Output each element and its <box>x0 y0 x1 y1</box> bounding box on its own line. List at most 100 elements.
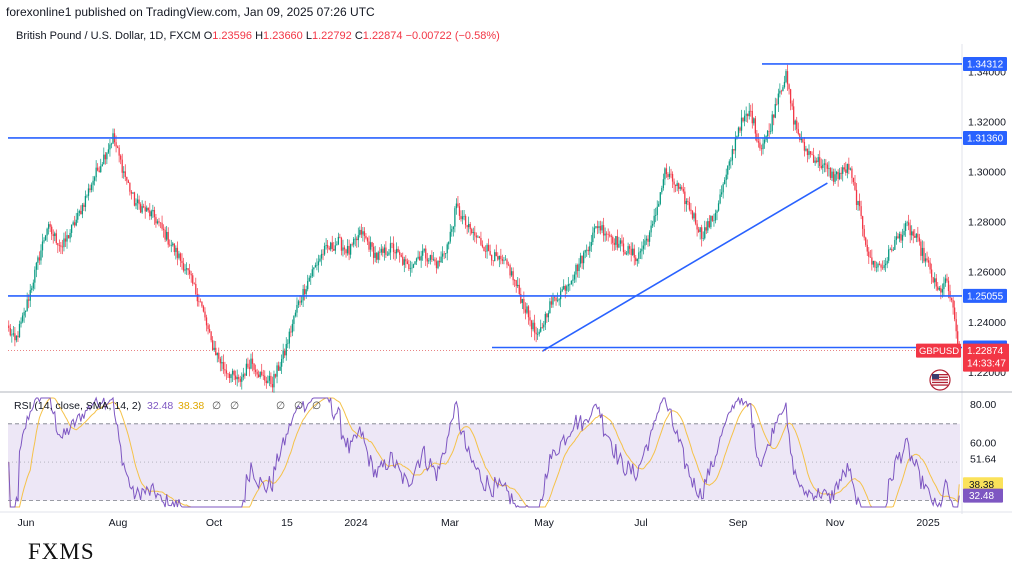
candle-body <box>296 304 298 313</box>
candle-body <box>284 350 286 356</box>
candle-body <box>908 222 910 226</box>
candle <box>900 231 902 243</box>
candle-body <box>848 163 850 170</box>
price-tick-label: 1.32000 <box>968 116 1006 128</box>
candle <box>107 143 110 154</box>
candle <box>538 329 540 337</box>
candle <box>935 274 937 291</box>
candle <box>227 373 229 379</box>
candle-body <box>831 171 833 178</box>
us-flag-canton <box>932 374 939 379</box>
candle-body <box>415 258 418 262</box>
candle <box>481 240 484 249</box>
candle-body <box>766 130 769 137</box>
candle-body <box>875 267 878 268</box>
candle <box>392 236 395 260</box>
candle-body <box>448 241 450 245</box>
candle <box>395 242 398 259</box>
fxms-logo: FXMS <box>28 539 95 564</box>
candle-body <box>527 306 530 318</box>
candle-body <box>176 247 179 258</box>
candle <box>54 231 56 242</box>
candle <box>264 370 266 386</box>
candle-body <box>17 335 19 338</box>
high-value: 1.23660 <box>263 30 303 42</box>
time-axis-label: Aug <box>109 517 128 529</box>
candle-body <box>382 248 384 253</box>
candle-body <box>549 301 551 314</box>
candle-body <box>780 90 783 92</box>
candle-body <box>359 229 361 236</box>
candle <box>533 314 536 341</box>
candle <box>633 244 635 266</box>
candle <box>800 131 802 143</box>
candle <box>296 297 298 318</box>
candle-body <box>586 249 588 251</box>
candle-body <box>914 235 916 238</box>
candle-body <box>37 257 39 263</box>
candle-body <box>162 228 165 230</box>
candle-body <box>802 138 804 143</box>
candle-body <box>254 369 257 372</box>
candle <box>858 193 861 211</box>
symbol-name[interactable]: British Pound / U.S. Dollar, 1D, FXCM <box>16 30 201 42</box>
candle <box>671 171 674 188</box>
candle-body <box>803 142 806 151</box>
candle <box>46 227 48 242</box>
candle <box>927 256 930 267</box>
candle <box>934 272 936 289</box>
candle-body <box>279 366 281 371</box>
candle <box>238 374 240 383</box>
high-label: H <box>255 30 264 42</box>
candle <box>803 137 806 157</box>
candle-body <box>754 118 756 134</box>
candle-body <box>653 215 655 225</box>
candle <box>461 210 464 225</box>
candle-body <box>891 248 893 251</box>
candle-body <box>624 251 626 255</box>
candle <box>150 209 152 220</box>
candle <box>319 255 321 263</box>
candle <box>144 200 146 219</box>
candle <box>426 252 428 268</box>
candle <box>926 251 928 263</box>
candle-body <box>537 334 539 335</box>
candle-body <box>337 236 340 245</box>
candle-body <box>484 251 487 252</box>
candle-body <box>323 245 326 255</box>
candle <box>95 160 97 182</box>
time-axis-label: 2024 <box>344 517 368 529</box>
candle <box>334 237 336 255</box>
rsi-ma-badge: 38.38 <box>963 477 1003 492</box>
candle <box>406 258 408 265</box>
candle <box>494 249 496 262</box>
candle-body <box>47 224 50 229</box>
candle-body <box>865 237 867 245</box>
candle-body <box>149 210 151 217</box>
candle <box>621 234 623 247</box>
candle <box>510 267 513 277</box>
candle-body <box>949 291 951 299</box>
candle <box>98 166 100 173</box>
candle-body <box>431 255 433 260</box>
candle <box>230 373 232 383</box>
candle-body <box>720 192 723 195</box>
candle <box>422 244 424 261</box>
candle-body <box>728 161 730 166</box>
candle-body <box>81 204 83 215</box>
candle <box>619 237 622 252</box>
candle-body <box>461 216 464 220</box>
candle <box>100 158 102 173</box>
candle <box>78 209 80 217</box>
candle <box>702 231 704 242</box>
candle <box>127 179 129 184</box>
rsi-value-badge: 32.48 <box>963 488 1003 503</box>
candle-body <box>418 256 421 261</box>
candle-body <box>843 167 845 170</box>
rsi-hidden-value-glyph: ∅ <box>312 400 321 412</box>
candle <box>161 215 163 231</box>
candle-body <box>679 187 681 189</box>
candle-body <box>862 216 864 229</box>
candle-body <box>520 293 522 303</box>
